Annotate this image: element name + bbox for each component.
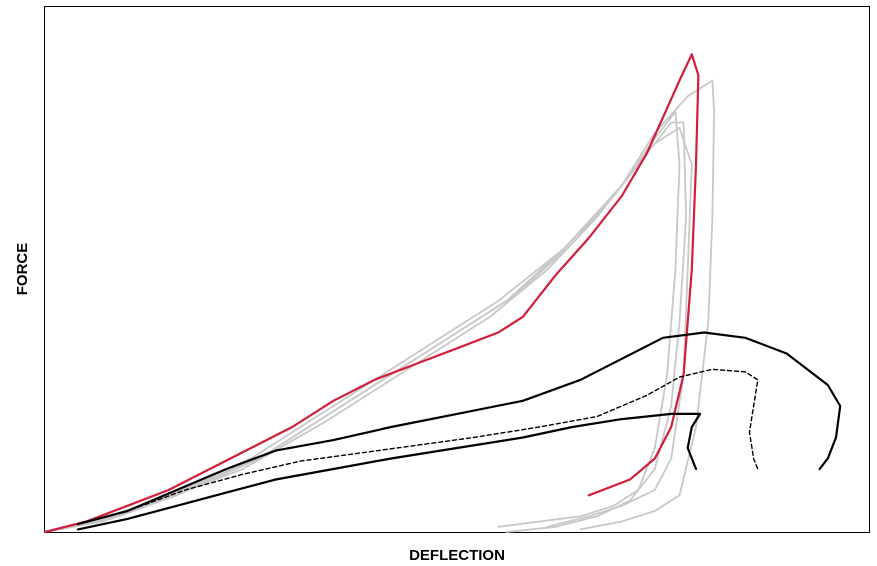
- series-layer: [43, 53, 842, 534]
- series-line-1: [44, 79, 715, 533]
- plot-area-frame: [44, 6, 870, 533]
- series-line-7: [77, 368, 759, 525]
- series-line-6: [76, 331, 842, 526]
- series-line-8: [76, 412, 702, 531]
- y-axis-label: FORCE: [14, 243, 31, 296]
- series-line-3: [44, 121, 687, 533]
- x-axis-label: DEFLECTION: [409, 547, 505, 564]
- series-line-5: [43, 53, 700, 534]
